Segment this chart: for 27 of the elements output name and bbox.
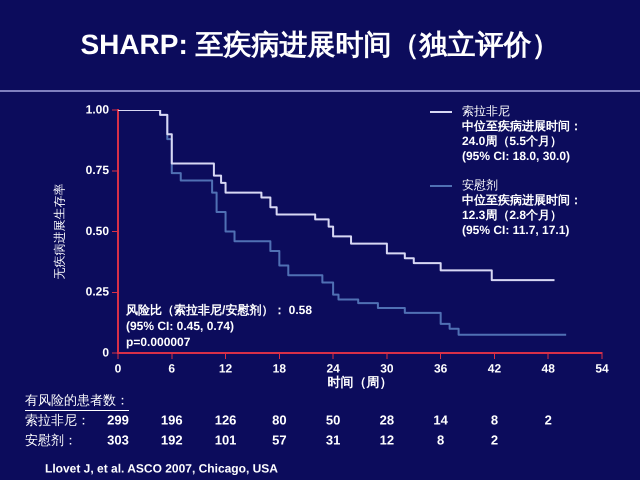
x-tick-label: 0	[114, 362, 122, 376]
y-tick-label: 0.75	[86, 163, 110, 178]
x-tick-label: 42	[488, 362, 502, 376]
text: 安慰剂： 303 192 101 57 31 12 8 2	[25, 432, 498, 448]
y-tick-label: 0.50	[86, 224, 110, 238]
y-tick-label: 0	[102, 345, 110, 360]
annotation: 风险比（索拉非尼/安慰剂）： 0.58 (95% CI: 0.45, 0.74) p=0.000007	[126, 302, 312, 350]
x-tick-label: 30	[380, 362, 394, 376]
y-axis-title: 无疾病进展生存率	[52, 184, 66, 280]
x-tick-label: 6	[168, 362, 176, 376]
y-tick-label: 0.25	[86, 284, 110, 299]
x-tick-label: 36	[434, 362, 448, 376]
annotation: 中位至疾病进展时间： 24.0周（5.5个月） (95% CI: 18.0, 30.0)	[462, 119, 582, 164]
x-tick-label: 12	[218, 362, 233, 376]
x-tick-label: 54	[595, 362, 609, 376]
chart-title: SHARP: 至疾病进展时间（独立评价）	[0, 0, 640, 92]
y-tick-label: 1.00	[86, 102, 110, 116]
x-tick-label: 48	[542, 362, 556, 376]
annotation: 中位至疾病进展时间： 12.3周（2.8个月） (95% CI: 11.7, 17.1)	[462, 193, 582, 238]
x-axis-title: 时间（周）	[328, 374, 392, 390]
text: 有风险的患者数：	[25, 392, 129, 408]
text: 索拉非尼： 299 196 126 80 50 28 14 8 2	[25, 412, 552, 428]
legend-label: 安慰剂	[462, 178, 499, 193]
x-tick-label: 24	[326, 362, 340, 376]
text: Llovet J, et al. ASCO 2007, Chicago, USA	[45, 461, 278, 476]
legend-label: 索拉非尼	[462, 104, 511, 119]
x-tick-label: 18	[272, 362, 286, 376]
